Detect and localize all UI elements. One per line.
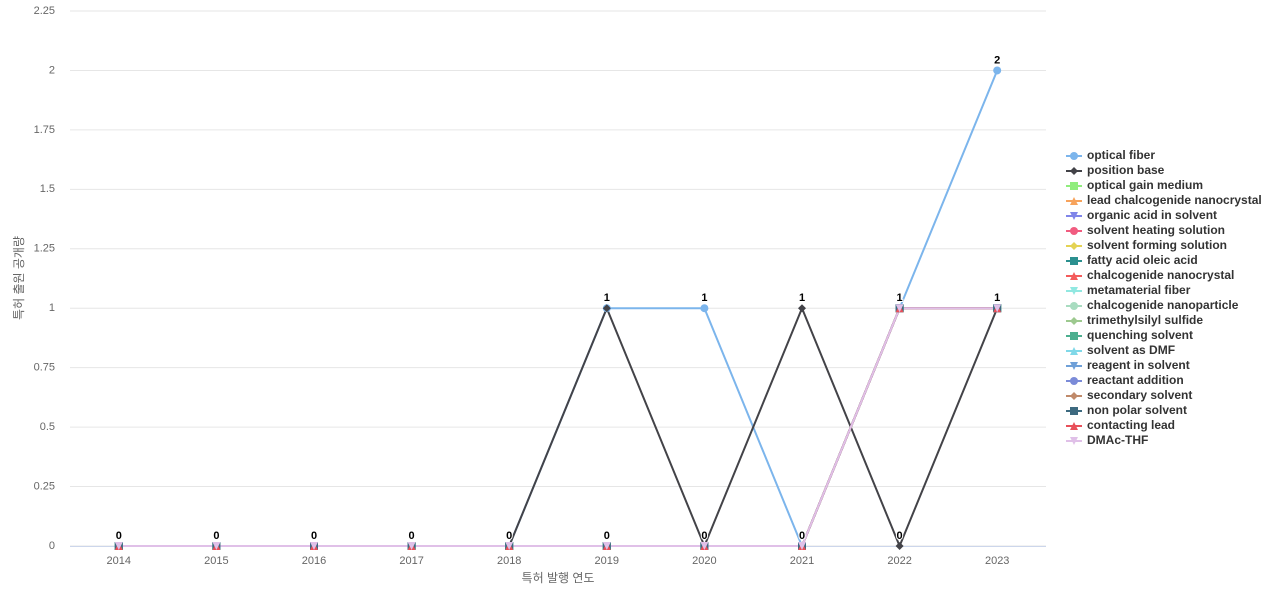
point — [700, 542, 709, 550]
legend-label[interactable]: position base — [1087, 163, 1165, 177]
x-tick-label: 2019 — [595, 555, 619, 567]
y-tick-label: 1.5 — [40, 183, 55, 195]
legend-label[interactable]: non polar solvent — [1087, 403, 1187, 417]
legend-marker — [1070, 392, 1078, 400]
y-axis-title: 특허 출원 공개량 — [12, 236, 26, 320]
point — [114, 542, 123, 550]
data-label: 0 — [701, 530, 707, 542]
point — [505, 542, 514, 550]
data-label: 0 — [213, 530, 219, 542]
x-tick-label: 2017 — [399, 555, 423, 567]
point — [602, 542, 611, 550]
legend-label[interactable]: fatty acid oleic acid — [1087, 253, 1198, 267]
legend-label[interactable]: reactant addition — [1087, 373, 1184, 387]
point — [700, 304, 709, 313]
data-label: 0 — [897, 530, 903, 542]
point — [993, 304, 1002, 313]
legend-label[interactable]: optical gain medium — [1087, 178, 1203, 192]
legend-marker — [1070, 227, 1078, 235]
legend-label[interactable]: trimethylsilyl sulfide — [1087, 313, 1203, 327]
x-tick-label: 2018 — [497, 555, 521, 567]
x-tick-label: 2016 — [302, 555, 326, 567]
point — [798, 542, 806, 550]
data-label: 0 — [506, 530, 512, 542]
legend-marker — [1070, 257, 1078, 265]
data-label: 1 — [701, 292, 707, 304]
point — [212, 542, 221, 550]
point — [895, 542, 904, 550]
legend-marker — [1070, 182, 1078, 190]
data-label: 1 — [994, 292, 1000, 304]
data-label: 1 — [604, 292, 610, 304]
data-label: 0 — [311, 530, 317, 542]
legend-label[interactable]: lead chalcogenide nanocrystal — [1087, 193, 1262, 207]
data-label: 0 — [409, 530, 415, 542]
legend-marker — [1070, 242, 1078, 250]
y-tick-label: 1 — [49, 302, 55, 314]
x-tick-label: 2023 — [985, 555, 1009, 567]
legend-marker — [1070, 347, 1078, 355]
data-label: 0 — [799, 530, 805, 542]
legend-label[interactable]: optical fiber — [1087, 148, 1155, 162]
legend-label[interactable]: quenching solvent — [1087, 328, 1193, 342]
y-tick-label: 0.25 — [34, 480, 55, 492]
legend-label[interactable]: solvent heating solution — [1087, 223, 1225, 237]
x-tick-label: 2020 — [692, 555, 716, 567]
point — [602, 304, 611, 313]
legend-marker — [1070, 377, 1078, 385]
legend-label[interactable]: solvent forming solution — [1087, 238, 1227, 252]
data-label: 1 — [897, 292, 903, 304]
legend-marker — [1070, 152, 1078, 160]
legend-marker — [1070, 287, 1078, 295]
legend-marker — [1070, 197, 1078, 205]
legend-marker — [1070, 302, 1078, 310]
legend-marker — [1070, 167, 1078, 175]
point — [993, 66, 1002, 75]
point — [798, 304, 806, 313]
x-tick-label: 2014 — [107, 555, 131, 567]
legend-label[interactable]: organic acid in solvent — [1087, 208, 1217, 222]
legend-marker — [1070, 272, 1078, 280]
y-tick-label: 1.25 — [34, 243, 55, 255]
legend-marker — [1070, 317, 1078, 325]
x-axis-title: 특허 발행 연도 — [522, 570, 595, 585]
data-label: 0 — [604, 530, 610, 542]
data-label: 1 — [799, 292, 805, 304]
data-label: 2 — [994, 54, 1000, 66]
y-tick-label: 2.25 — [34, 5, 55, 17]
y-tick-label: 0.5 — [40, 421, 55, 433]
legend-label[interactable]: secondary solvent — [1087, 388, 1192, 402]
point — [310, 542, 318, 550]
legend-label[interactable]: chalcogenide nanocrystal — [1087, 268, 1234, 282]
x-tick-label: 2022 — [887, 555, 911, 567]
legend-label[interactable]: contacting lead — [1087, 418, 1175, 432]
y-tick-label: 0 — [49, 540, 55, 552]
point — [407, 542, 416, 550]
legend-marker — [1070, 422, 1078, 430]
legend-marker — [1070, 437, 1078, 445]
legend-label[interactable]: solvent as DMF — [1087, 343, 1175, 357]
legend-label[interactable]: reagent in solvent — [1087, 358, 1190, 372]
legend-label[interactable]: chalcogenide nanoparticle — [1087, 298, 1239, 312]
legend-marker — [1070, 332, 1078, 340]
x-tick-label: 2021 — [790, 555, 814, 567]
legend-marker — [1070, 212, 1078, 220]
x-tick-label: 2015 — [204, 555, 228, 567]
y-tick-label: 1.75 — [34, 124, 55, 136]
legend-marker — [1070, 362, 1078, 370]
legend-marker — [1070, 407, 1078, 415]
legend-label[interactable]: DMAc-THF — [1087, 433, 1148, 447]
data-label: 0 — [116, 530, 122, 542]
series-line — [118, 307, 998, 547]
y-tick-label: 0.75 — [34, 362, 55, 374]
point — [895, 304, 904, 313]
y-tick-label: 2 — [49, 64, 55, 76]
legend-label[interactable]: metamaterial fiber — [1087, 283, 1191, 297]
